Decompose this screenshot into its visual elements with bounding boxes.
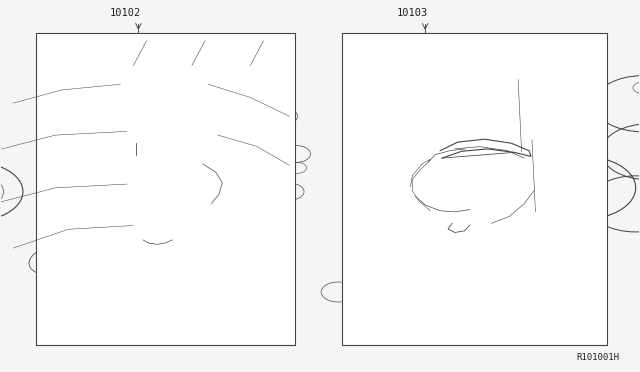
Text: 10102: 10102 bbox=[110, 8, 141, 18]
Text: 10103: 10103 bbox=[397, 8, 428, 18]
Bar bbox=[342, 33, 607, 345]
Text: R101001H: R101001H bbox=[577, 353, 620, 362]
Bar bbox=[36, 33, 294, 345]
